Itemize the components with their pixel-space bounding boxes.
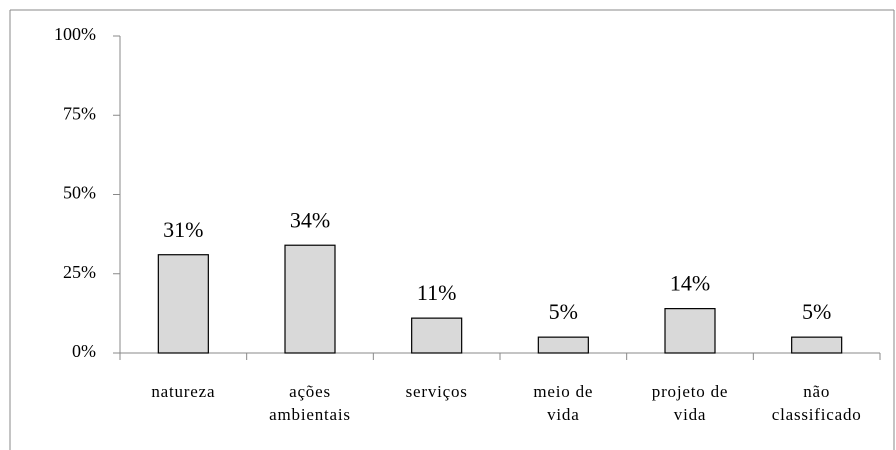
x-tick-label: ações ambientais: [269, 382, 351, 424]
x-tick-label: não classificado: [772, 382, 862, 424]
bar: [411, 317, 463, 354]
bar: [284, 244, 336, 354]
y-tick-label: 100%: [54, 24, 96, 44]
y-tick-label: 75%: [63, 103, 96, 123]
x-tick-label: projeto de vida: [652, 382, 728, 424]
y-tick-label: 50%: [63, 183, 96, 203]
value-label: 11%: [417, 280, 457, 305]
bar: [157, 254, 209, 354]
value-label: 34%: [290, 207, 330, 232]
value-label: 5%: [802, 299, 831, 324]
bar: [791, 336, 843, 354]
y-tick-label: 25%: [63, 262, 96, 282]
x-tick-label: meio de vida: [533, 382, 593, 424]
y-tick-label: 0%: [72, 341, 96, 361]
bar: [664, 308, 716, 354]
value-label: 5%: [549, 299, 578, 324]
value-label: 14%: [670, 271, 710, 296]
bar: [537, 336, 589, 354]
x-tick-label: natureza: [151, 382, 215, 401]
x-tick-label: serviços: [406, 382, 468, 401]
value-label: 31%: [163, 217, 203, 242]
